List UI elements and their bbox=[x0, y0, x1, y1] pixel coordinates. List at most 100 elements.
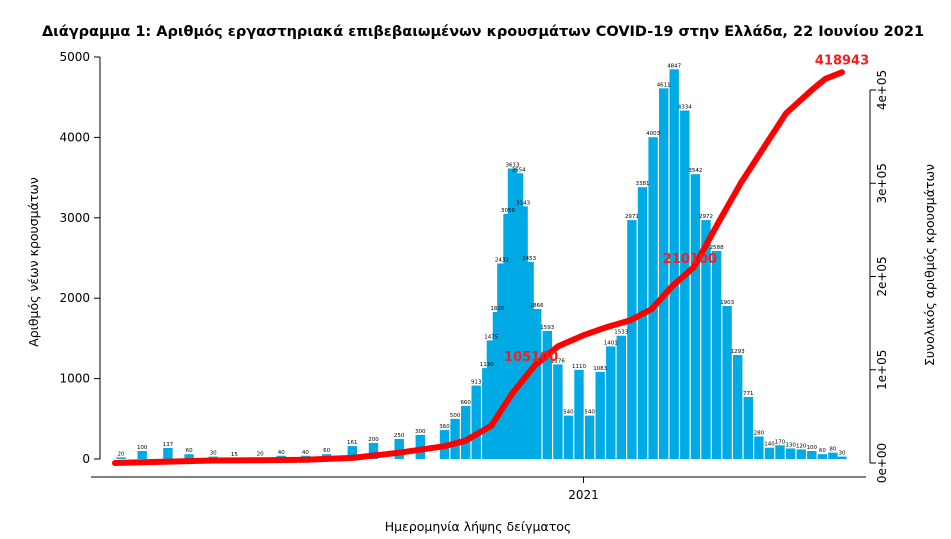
bar bbox=[137, 451, 147, 459]
bar bbox=[659, 88, 669, 460]
bar bbox=[116, 457, 126, 459]
bar-value-label: 280 bbox=[754, 431, 765, 437]
bar-value-label: 100 bbox=[807, 445, 818, 451]
bar-value-label: 360 bbox=[439, 424, 450, 430]
bar bbox=[542, 330, 552, 459]
bar-value-label: 137 bbox=[163, 442, 174, 448]
bar bbox=[450, 418, 460, 459]
bar-value-label: 540 bbox=[563, 410, 574, 416]
bar-value-label: 1903 bbox=[720, 300, 734, 306]
bar bbox=[796, 449, 806, 459]
cumulative-labels-group: 105100 210100 418943 bbox=[504, 53, 869, 365]
y2-tick-label: 1e+05 bbox=[875, 350, 889, 390]
bar-value-label: 1130 bbox=[480, 362, 494, 368]
bar-value-label: 140 bbox=[764, 442, 775, 448]
bar-value-label: 100 bbox=[137, 445, 148, 451]
bar-value-label: 3143 bbox=[516, 200, 530, 206]
bar-value-label: 1401 bbox=[604, 340, 618, 346]
y2-tick-label: 0e+00 bbox=[875, 443, 889, 483]
bar bbox=[461, 405, 471, 459]
bar-value-label: 120 bbox=[796, 443, 807, 449]
bar-value-label: 130 bbox=[785, 443, 796, 449]
bar-value-label: 60 bbox=[186, 448, 193, 454]
bar bbox=[690, 174, 701, 459]
x-axis: 2021 bbox=[91, 476, 866, 502]
bars-group bbox=[116, 69, 847, 460]
bar bbox=[669, 69, 679, 460]
y-tick-label: 4000 bbox=[59, 130, 90, 144]
bar bbox=[828, 452, 838, 459]
bar-labels-group: 20 100 137 60 30 15 20 40 40 60 161 200 250 300 360500… bbox=[118, 63, 846, 458]
bar bbox=[785, 448, 796, 459]
bar-value-label: 300 bbox=[415, 429, 426, 435]
bar-value-label: 80 bbox=[829, 447, 836, 453]
bar-value-label: 60 bbox=[819, 448, 826, 454]
bar bbox=[733, 355, 743, 459]
bar-value-label: 30 bbox=[210, 451, 217, 457]
bar bbox=[680, 110, 690, 459]
bar-value-label: 20 bbox=[257, 451, 264, 457]
bar-value-label: 2971 bbox=[625, 214, 639, 220]
bar bbox=[701, 220, 711, 459]
bar bbox=[347, 446, 357, 459]
bar bbox=[637, 187, 648, 459]
y-tick-label: 0 bbox=[82, 452, 90, 466]
bar bbox=[368, 442, 379, 459]
y-tick-label: 3000 bbox=[59, 211, 90, 225]
bar-value-label: 1176 bbox=[551, 358, 565, 364]
bar bbox=[518, 206, 528, 459]
bar-value-label: 200 bbox=[368, 437, 379, 443]
cumulative-line bbox=[112, 69, 845, 466]
y-axis-label: Αριθμός νέων κρουσμάτων bbox=[26, 177, 41, 347]
bar bbox=[394, 438, 404, 459]
bar-value-label: 3381 bbox=[636, 181, 650, 187]
bar-value-label: 660 bbox=[460, 400, 471, 406]
y2-tick-label: 4e+05 bbox=[875, 70, 889, 110]
bar-value-label: 2588 bbox=[710, 245, 724, 251]
x-axis-label: Ημερομηνία λήψης δείγματος bbox=[385, 519, 572, 534]
bar bbox=[563, 415, 574, 459]
bar bbox=[553, 364, 563, 459]
left-axis: 0 1000 2000 3000 4000 5000 bbox=[59, 50, 101, 466]
bar-value-label: 2972 bbox=[699, 214, 713, 220]
y2-tick-label: 3e+05 bbox=[875, 163, 889, 203]
bar bbox=[837, 456, 847, 459]
bar-value-label: 30 bbox=[839, 451, 846, 457]
bar-value-label: 3050 bbox=[501, 208, 515, 214]
bar bbox=[532, 309, 542, 459]
right-axis: 0e+00 1e+05 2e+05 3e+05 4e+05 bbox=[869, 70, 889, 483]
cumulative-value-label: 210100 bbox=[663, 252, 717, 267]
bar-value-label: 3542 bbox=[688, 168, 702, 174]
bar-value-label: 3554 bbox=[512, 167, 526, 173]
bar-value-label: 40 bbox=[278, 450, 285, 456]
cumulative-value-label: 418943 bbox=[815, 53, 869, 68]
bar-value-label: 4334 bbox=[678, 105, 692, 111]
bar-value-label: 913 bbox=[471, 380, 482, 386]
y2-tick-label: 2e+05 bbox=[875, 256, 889, 296]
bar-value-label: 2453 bbox=[522, 256, 536, 262]
bar-value-label: 161 bbox=[347, 440, 358, 446]
bar-value-label: 771 bbox=[743, 391, 754, 397]
bar bbox=[507, 168, 518, 459]
chart-title: Διάγραμμα 1: Αριθμός εργαστηριακά επιβεβ… bbox=[42, 24, 924, 40]
bar-value-label: 4847 bbox=[667, 63, 681, 69]
bar-value-label: 3613 bbox=[506, 163, 520, 169]
bar bbox=[184, 454, 194, 459]
bar bbox=[497, 263, 507, 459]
y-tick-label: 1000 bbox=[59, 372, 90, 386]
bar bbox=[627, 220, 637, 459]
bar bbox=[754, 436, 764, 459]
bar bbox=[606, 346, 616, 459]
bar-value-label: 1293 bbox=[731, 349, 745, 355]
cumulative-value-label: 105100 bbox=[504, 350, 558, 365]
bar-value-label: 15 bbox=[231, 452, 238, 458]
bar-value-label: 4611 bbox=[657, 82, 671, 88]
bar bbox=[775, 445, 785, 459]
y-tick-label: 2000 bbox=[59, 291, 90, 305]
y-tick-label: 5000 bbox=[59, 50, 90, 64]
bar-value-label: 500 bbox=[450, 413, 461, 419]
bar bbox=[648, 137, 658, 459]
bar-value-label: 20 bbox=[118, 451, 125, 457]
bar-value-label: 540 bbox=[584, 410, 595, 416]
